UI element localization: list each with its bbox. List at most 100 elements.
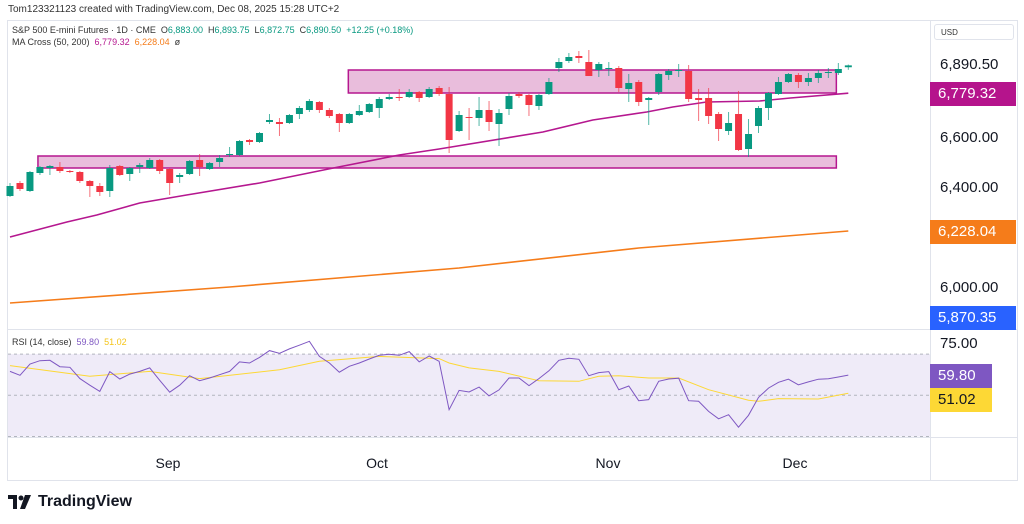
- candle-body: [605, 68, 613, 69]
- candle-up: [505, 93, 513, 115]
- candle-up: [405, 89, 413, 98]
- candle-up: [495, 109, 503, 146]
- candle-up: [625, 74, 633, 102]
- rsi-legend-value: 59.80: [76, 337, 100, 347]
- candle-up: [226, 147, 234, 157]
- candle-up: [814, 70, 822, 83]
- candle-body: [96, 186, 104, 192]
- low-label: L: [254, 25, 260, 35]
- rsi-name: RSI (14, close): [12, 337, 72, 347]
- candle-up: [136, 163, 144, 173]
- candle-body: [246, 140, 254, 142]
- candle-up: [345, 113, 353, 124]
- candle-up: [106, 165, 114, 197]
- candle-body: [36, 167, 44, 173]
- candle-down: [315, 101, 323, 113]
- candle-body: [46, 166, 54, 168]
- candle-body: [545, 82, 553, 94]
- candle-body: [196, 160, 204, 167]
- candle-up: [535, 94, 543, 110]
- candle-down: [525, 94, 533, 116]
- candle-body: [236, 141, 244, 155]
- candle-body: [735, 114, 743, 150]
- candle-body: [535, 95, 543, 106]
- candle-body: [655, 74, 663, 92]
- candle-up: [146, 158, 154, 169]
- candle-up: [365, 103, 373, 113]
- candle-body: [525, 95, 533, 105]
- candle-body: [645, 98, 653, 100]
- candle-body: [695, 98, 703, 100]
- candle-body: [675, 70, 683, 71]
- candle-up: [555, 58, 563, 72]
- candle-down: [735, 91, 743, 151]
- candle-body: [66, 171, 74, 172]
- candle-up: [206, 162, 214, 170]
- rsi-legend[interactable]: RSI (14, close) 59.80 51.02: [12, 337, 127, 347]
- candle-up: [565, 53, 573, 63]
- chart-credit: Tom123321123 created with TradingView.co…: [8, 4, 340, 15]
- candle-up: [425, 87, 433, 98]
- price-tick: 6,000.00: [940, 279, 999, 296]
- change-value: +12.25 (+0.18%): [346, 25, 414, 35]
- ma-legend[interactable]: MA Cross (50, 200) 6,779.32 6,228.04 ø: [12, 37, 180, 47]
- candle-body: [176, 175, 184, 177]
- candle-down: [585, 50, 593, 76]
- candle-body: [275, 122, 283, 124]
- candle-body: [315, 102, 323, 110]
- rsi-tick: 75.00: [940, 335, 978, 352]
- candle-up: [804, 73, 812, 86]
- candle-down: [705, 88, 713, 124]
- candle-body: [345, 114, 353, 123]
- rsi-ma-legend-value: 51.02: [104, 337, 127, 347]
- candle-up: [46, 165, 54, 175]
- currency-selector[interactable]: USD: [934, 24, 1014, 40]
- candle-down: [794, 73, 802, 88]
- candle-body: [705, 98, 713, 116]
- zone-layer: [37, 69, 838, 169]
- candle-body: [575, 56, 583, 58]
- candle-down: [685, 65, 693, 102]
- high-value: 6,893.75: [214, 25, 250, 35]
- candle-down: [445, 87, 453, 153]
- candle-down: [515, 92, 523, 98]
- ma200-value: 6,228.04: [134, 37, 170, 47]
- rsi-value-label: 59.80: [930, 364, 992, 388]
- candle-body: [285, 115, 293, 123]
- time-label-sep: Sep: [155, 455, 181, 471]
- candle-body: [86, 181, 94, 186]
- candle-up: [236, 140, 244, 156]
- candle-down: [86, 180, 94, 197]
- candle-body: [6, 186, 14, 196]
- candle-body: [505, 96, 513, 109]
- candle-body: [375, 99, 383, 108]
- candle-body: [216, 158, 224, 162]
- candle-body: [56, 167, 64, 171]
- candle-body: [295, 108, 303, 114]
- ma-layer: [9, 92, 849, 304]
- support-resistance-zone: [37, 155, 838, 169]
- candle-up: [475, 97, 483, 126]
- high-label: H: [207, 25, 215, 35]
- candle-down: [715, 112, 723, 141]
- candle-down: [695, 89, 703, 121]
- candle-body: [26, 172, 34, 191]
- ma50-value: 6,779.32: [94, 37, 130, 47]
- candle-down: [575, 51, 583, 63]
- tradingview-logo[interactable]: TradingView: [8, 493, 132, 511]
- candle-body: [16, 183, 24, 189]
- candle-up: [385, 94, 393, 100]
- tradingview-logo-icon: [8, 495, 31, 509]
- candle-body: [405, 92, 413, 97]
- visibility-icon[interactable]: ø: [174, 37, 181, 47]
- symbol-legend[interactable]: S&P 500 E-mini Futures · 1D · CME O6,883…: [12, 25, 413, 35]
- candle-down: [246, 139, 254, 145]
- candle-body: [814, 73, 822, 78]
- rsi-line: [9, 340, 849, 428]
- candle-body: [385, 97, 393, 99]
- candle-body: [595, 64, 603, 70]
- candle-up: [216, 155, 224, 167]
- candle-body: [725, 123, 733, 131]
- candle-body: [156, 160, 164, 171]
